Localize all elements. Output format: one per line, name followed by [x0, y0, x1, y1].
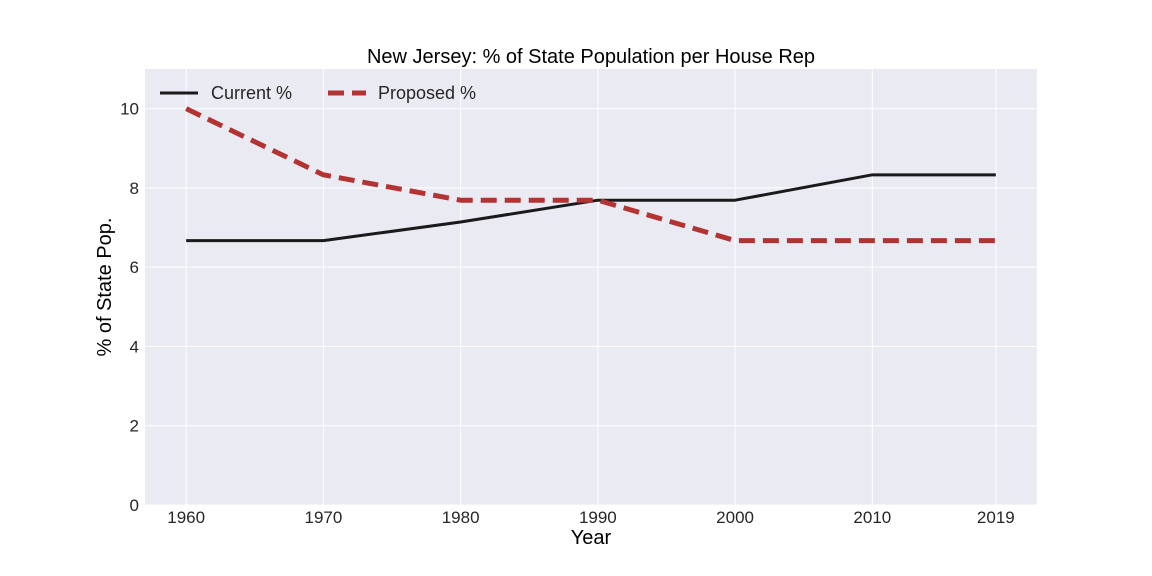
- y-tick-label: 8: [130, 179, 139, 198]
- series-line-proposed: [185, 106, 996, 244]
- x-tick-label: 1960: [167, 508, 205, 527]
- y-axis-label: % of State Pop.: [94, 218, 116, 357]
- chart-title: New Jersey: % of State Population per Ho…: [367, 46, 815, 68]
- y-tick-label: 4: [130, 337, 139, 356]
- y-tick-label: 10: [120, 100, 139, 119]
- x-tick-label: 2010: [853, 508, 891, 527]
- y-tick-label: 0: [130, 496, 139, 515]
- x-tick-labels: 1960 1970 1980 1990 2000 2010 2019: [167, 508, 1014, 527]
- y-tick-label: 2: [130, 417, 139, 436]
- y-tick-labels: 0 2 4 6 8 10: [120, 100, 139, 515]
- legend: Current % Proposed %: [160, 83, 476, 103]
- y-tick-label: 6: [130, 258, 139, 277]
- x-tick-label: 1990: [579, 508, 617, 527]
- series-line-current: [186, 173, 996, 243]
- x-tick-label: 1980: [442, 508, 480, 527]
- y-gridlines: [145, 108, 1037, 506]
- x-tick-label: 2000: [716, 508, 754, 527]
- x-gridlines: [185, 69, 997, 505]
- legend-label-current: Current %: [211, 83, 292, 103]
- x-axis-label: Year: [571, 527, 612, 549]
- legend-label-proposed: Proposed %: [378, 83, 476, 103]
- series-lines: [185, 106, 996, 244]
- x-tick-label: 1970: [304, 508, 342, 527]
- plot-area: [145, 69, 1037, 505]
- x-tick-label: 2019: [977, 508, 1015, 527]
